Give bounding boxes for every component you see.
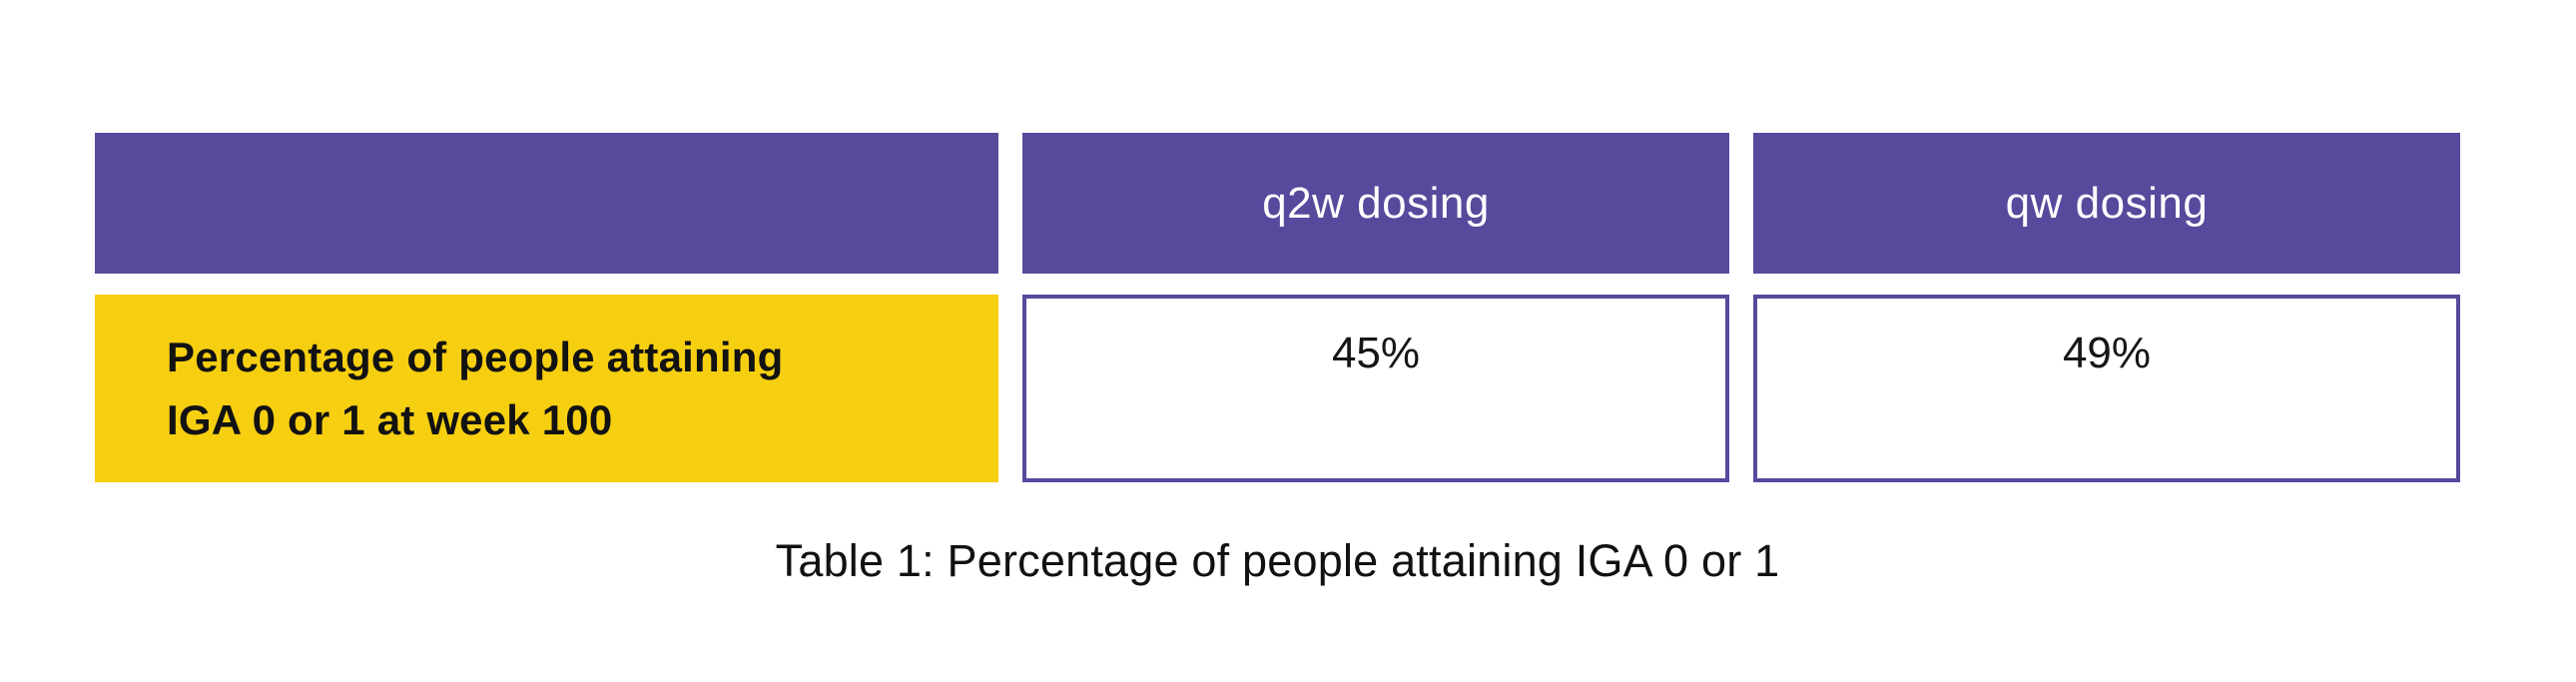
value-cell-qw: 49% — [1753, 295, 2460, 482]
row-label-text: Percentage of people attaining IGA 0 or … — [167, 334, 784, 443]
header-label-q2w: q2w dosing — [1262, 178, 1490, 228]
row-label-cell: Percentage of people attaining IGA 0 or … — [95, 295, 998, 482]
table-caption: Table 1: Percentage of people attaining … — [775, 535, 1780, 586]
header-label-qw: qw dosing — [2005, 178, 2209, 228]
dosing-results-table: q2w dosing qw dosing Percentage of peopl… — [95, 133, 2460, 482]
value-q2w: 45% — [1331, 329, 1421, 377]
header-cell-qw-dosing: qw dosing — [1753, 133, 2460, 274]
header-cell-empty — [95, 133, 998, 274]
value-cell-q2w: 45% — [1022, 295, 1729, 482]
value-qw: 49% — [2062, 329, 2152, 377]
header-cell-q2w-dosing: q2w dosing — [1022, 133, 1729, 274]
